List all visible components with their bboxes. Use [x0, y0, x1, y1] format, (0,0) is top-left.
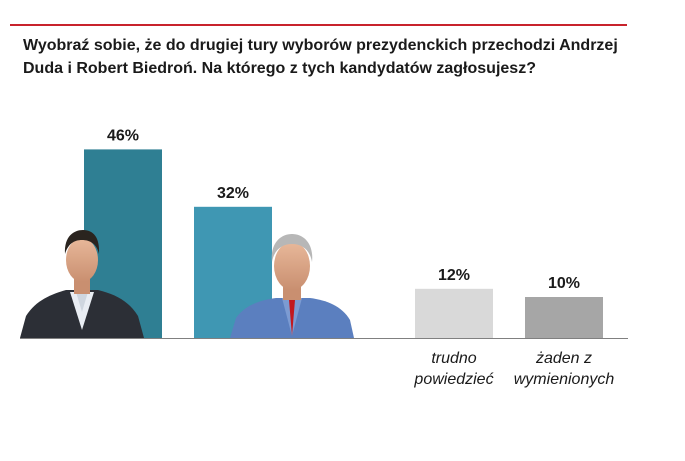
photo-andrzej-duda: [20, 230, 144, 338]
category-label-4-line-1: żaden z: [535, 350, 592, 367]
top-rule: [10, 24, 627, 26]
value-label-3: 12%: [438, 267, 470, 284]
category-label-4-line-2: wymienionych: [514, 371, 615, 388]
bar-3: [415, 288, 493, 338]
category-label-3-line-1: trudno: [431, 350, 476, 367]
value-label-4: 10%: [548, 275, 580, 292]
chart-title: Wyobraź sobie, że do drugiej tury wyboró…: [23, 37, 618, 77]
photo-robert-biedron: [230, 234, 354, 338]
value-label-1: 46%: [107, 127, 139, 144]
value-label-2: 32%: [217, 185, 249, 202]
bar-4: [525, 297, 603, 338]
category-label-3-line-2: powiedzieć: [413, 371, 493, 388]
